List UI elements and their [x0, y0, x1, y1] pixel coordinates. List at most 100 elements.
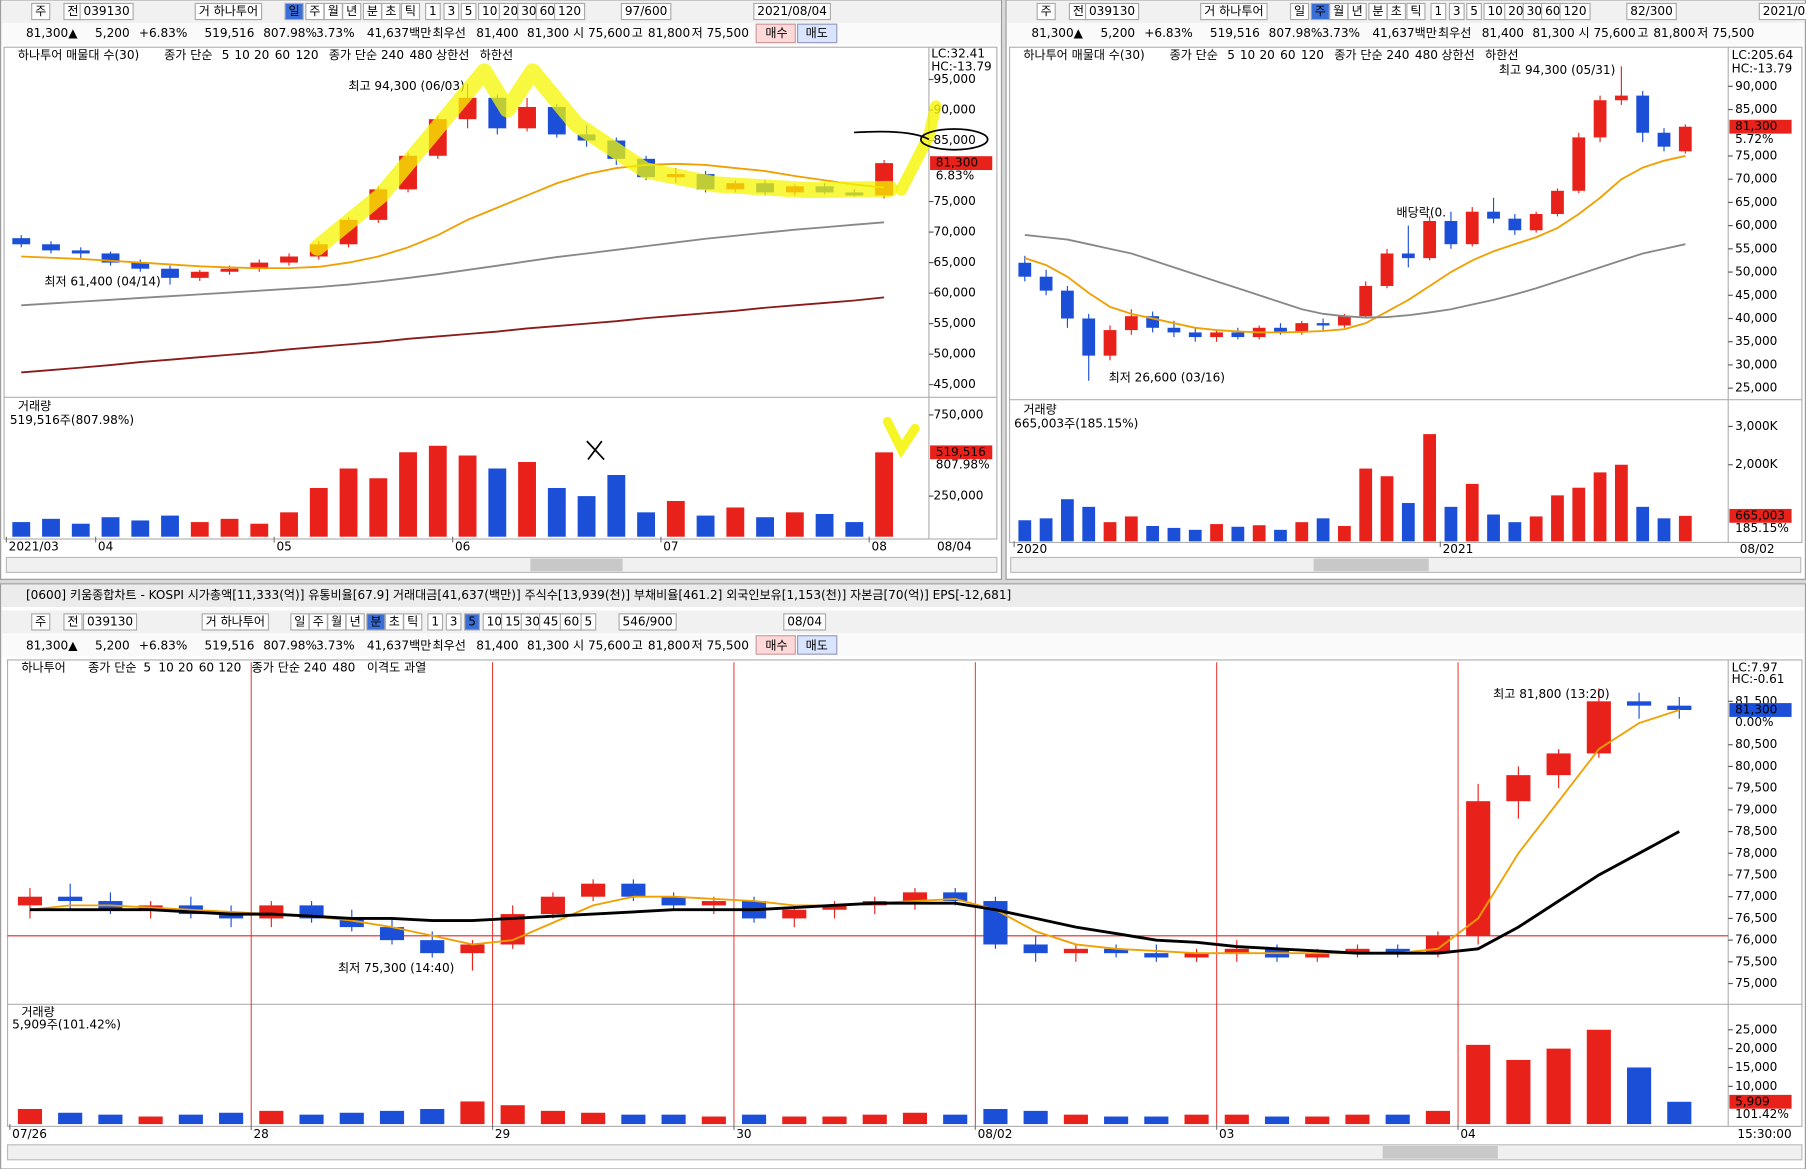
toolbar-item[interactable]: 월 [331, 614, 342, 628]
toolbar-item[interactable]: 틱 [407, 614, 418, 628]
toolbar-item[interactable]: 년 [350, 614, 361, 628]
toolbar-button[interactable] [620, 2, 672, 21]
toolbar-item[interactable]: 039130 [87, 614, 133, 628]
toolbar-item[interactable]: 거 하나투어 [199, 4, 258, 18]
toolbar-button[interactable] [82, 613, 138, 631]
scrollbar[interactable] [6, 1144, 1803, 1161]
toolbar-button[interactable] [425, 2, 441, 21]
scrollbar[interactable] [5, 556, 998, 573]
toolbar-button[interactable] [1347, 2, 1367, 21]
toolbar-item[interactable]: 1 [431, 614, 439, 628]
toolbar-button[interactable] [445, 613, 462, 631]
toolbar-item[interactable]: 2021/08/04 [757, 4, 827, 18]
toolbar-item[interactable]: 1 [429, 4, 437, 18]
toolbar-item[interactable]: 2021/0 [1763, 4, 1806, 18]
toolbar-item[interactable]: 1 [1435, 4, 1443, 18]
toolbar-item[interactable]: 3 [1453, 4, 1461, 18]
toolbar-item[interactable]: 15 [505, 614, 520, 628]
toolbar-item[interactable]: 30 [525, 614, 540, 628]
toolbar-item[interactable]: 30 [1527, 4, 1542, 18]
toolbar-button[interactable] [403, 613, 423, 631]
toolbar-item[interactable]: 년 [1352, 4, 1363, 18]
toolbar-button[interactable] [1466, 2, 1482, 21]
toolbar-button[interactable] [783, 613, 827, 631]
toolbar-button[interactable] [31, 2, 51, 21]
toolbar-item[interactable]: 월 [328, 4, 339, 18]
toolbar-item[interactable]: 08/04 [787, 614, 822, 628]
toolbar-item[interactable]: 일 [294, 614, 305, 628]
toolbar-item[interactable]: 거 하나투어 [1204, 4, 1263, 18]
toolbar-item[interactable]: 97/600 [625, 4, 668, 18]
toolbar-button[interactable] [1386, 2, 1406, 21]
toolbar-item[interactable]: 주 [309, 4, 320, 18]
toolbar-item[interactable]: 전 [67, 4, 78, 18]
toolbar-item[interactable]: 전 [1073, 4, 1084, 18]
toolbar-item[interactable]: 분 [370, 614, 381, 628]
toolbar-button[interactable] [400, 2, 421, 21]
toolbar-item[interactable]: 초 [385, 4, 396, 18]
toolbar-item[interactable]: 일 [1294, 4, 1305, 18]
toolbar-button[interactable] [194, 2, 263, 21]
toolbar-button[interactable] [381, 2, 401, 21]
toolbar-button[interactable] [1084, 2, 1140, 21]
toolbar-button[interactable] [618, 613, 677, 631]
toolbar-item[interactable]: 월 [1333, 4, 1344, 18]
buy-button[interactable] [755, 635, 796, 655]
toolbar-item[interactable]: 10 [482, 4, 497, 18]
scroll-thumb[interactable] [1382, 1145, 1498, 1159]
toolbar-item[interactable]: 년 [346, 4, 357, 18]
toolbar-button[interactable] [31, 613, 51, 631]
toolbar-item[interactable]: 주 [313, 614, 324, 628]
toolbar-item[interactable]: 주 [35, 4, 46, 18]
toolbar-button[interactable] [1406, 2, 1426, 21]
toolbar-button[interactable] [284, 2, 304, 21]
toolbar-item[interactable]: 분 [367, 4, 378, 18]
toolbar-item[interactable]: 일 [289, 4, 300, 18]
toolbar-item[interactable]: 039130 [84, 4, 130, 18]
toolbar-button[interactable] [580, 613, 597, 631]
toolbar-item[interactable]: 45 [543, 614, 558, 628]
toolbar-item[interactable]: 초 [1391, 4, 1402, 18]
toolbar-button[interactable] [1626, 2, 1677, 21]
toolbar-button[interactable] [1036, 2, 1056, 21]
toolbar-item[interactable]: 10 [1488, 4, 1503, 18]
toolbar-button[interactable] [79, 2, 134, 21]
toolbar-item[interactable]: 주 [1041, 4, 1052, 18]
toolbar-item[interactable]: 30 [521, 4, 536, 18]
toolbar-button[interactable] [460, 2, 477, 21]
toolbar-item[interactable]: 거 하나투어 [206, 614, 265, 628]
toolbar-button[interactable] [1289, 2, 1310, 21]
toolbar-button[interactable] [554, 2, 586, 21]
toolbar-item[interactable]: 분 [1372, 4, 1383, 18]
toolbar-button[interactable] [427, 613, 444, 631]
sell-button[interactable] [797, 635, 838, 655]
toolbar-item[interactable]: 120 [558, 4, 581, 18]
toolbar-item[interactable]: 546/900 [623, 614, 673, 628]
toolbar-item[interactable]: 60 [540, 4, 555, 18]
toolbar-item[interactable]: 주 [35, 614, 46, 628]
toolbar-item[interactable]: 틱 [1410, 4, 1421, 18]
toolbar-item[interactable]: 20 [503, 4, 518, 18]
toolbar-item[interactable]: 5 [1470, 4, 1478, 18]
toolbar-item[interactable]: 10 [487, 614, 502, 628]
toolbar-button[interactable] [753, 2, 831, 21]
toolbar-item[interactable]: 60 [1545, 4, 1560, 18]
toolbar-item[interactable]: 5 [465, 4, 473, 18]
toolbar-item[interactable]: 주 [1315, 4, 1326, 18]
toolbar-button[interactable] [1559, 2, 1591, 21]
toolbar-item[interactable]: 틱 [405, 4, 416, 18]
toolbar-button[interactable] [63, 613, 83, 631]
scroll-thumb[interactable] [530, 558, 623, 572]
toolbar-button[interactable] [1758, 2, 1806, 21]
toolbar-button[interactable] [345, 613, 365, 631]
scroll-thumb[interactable] [1313, 558, 1429, 572]
toolbar-item[interactable]: 82/300 [1630, 4, 1673, 18]
toolbar-item[interactable]: 5 [585, 614, 593, 628]
toolbar-item[interactable]: 초 [389, 614, 400, 628]
toolbar-button[interactable] [443, 2, 460, 21]
toolbar-button[interactable] [342, 2, 362, 21]
toolbar-button[interactable] [1430, 2, 1447, 21]
toolbar-item[interactable]: 20 [1508, 4, 1523, 18]
toolbar-item[interactable]: 60 [564, 614, 579, 628]
buy-button[interactable] [755, 23, 796, 44]
